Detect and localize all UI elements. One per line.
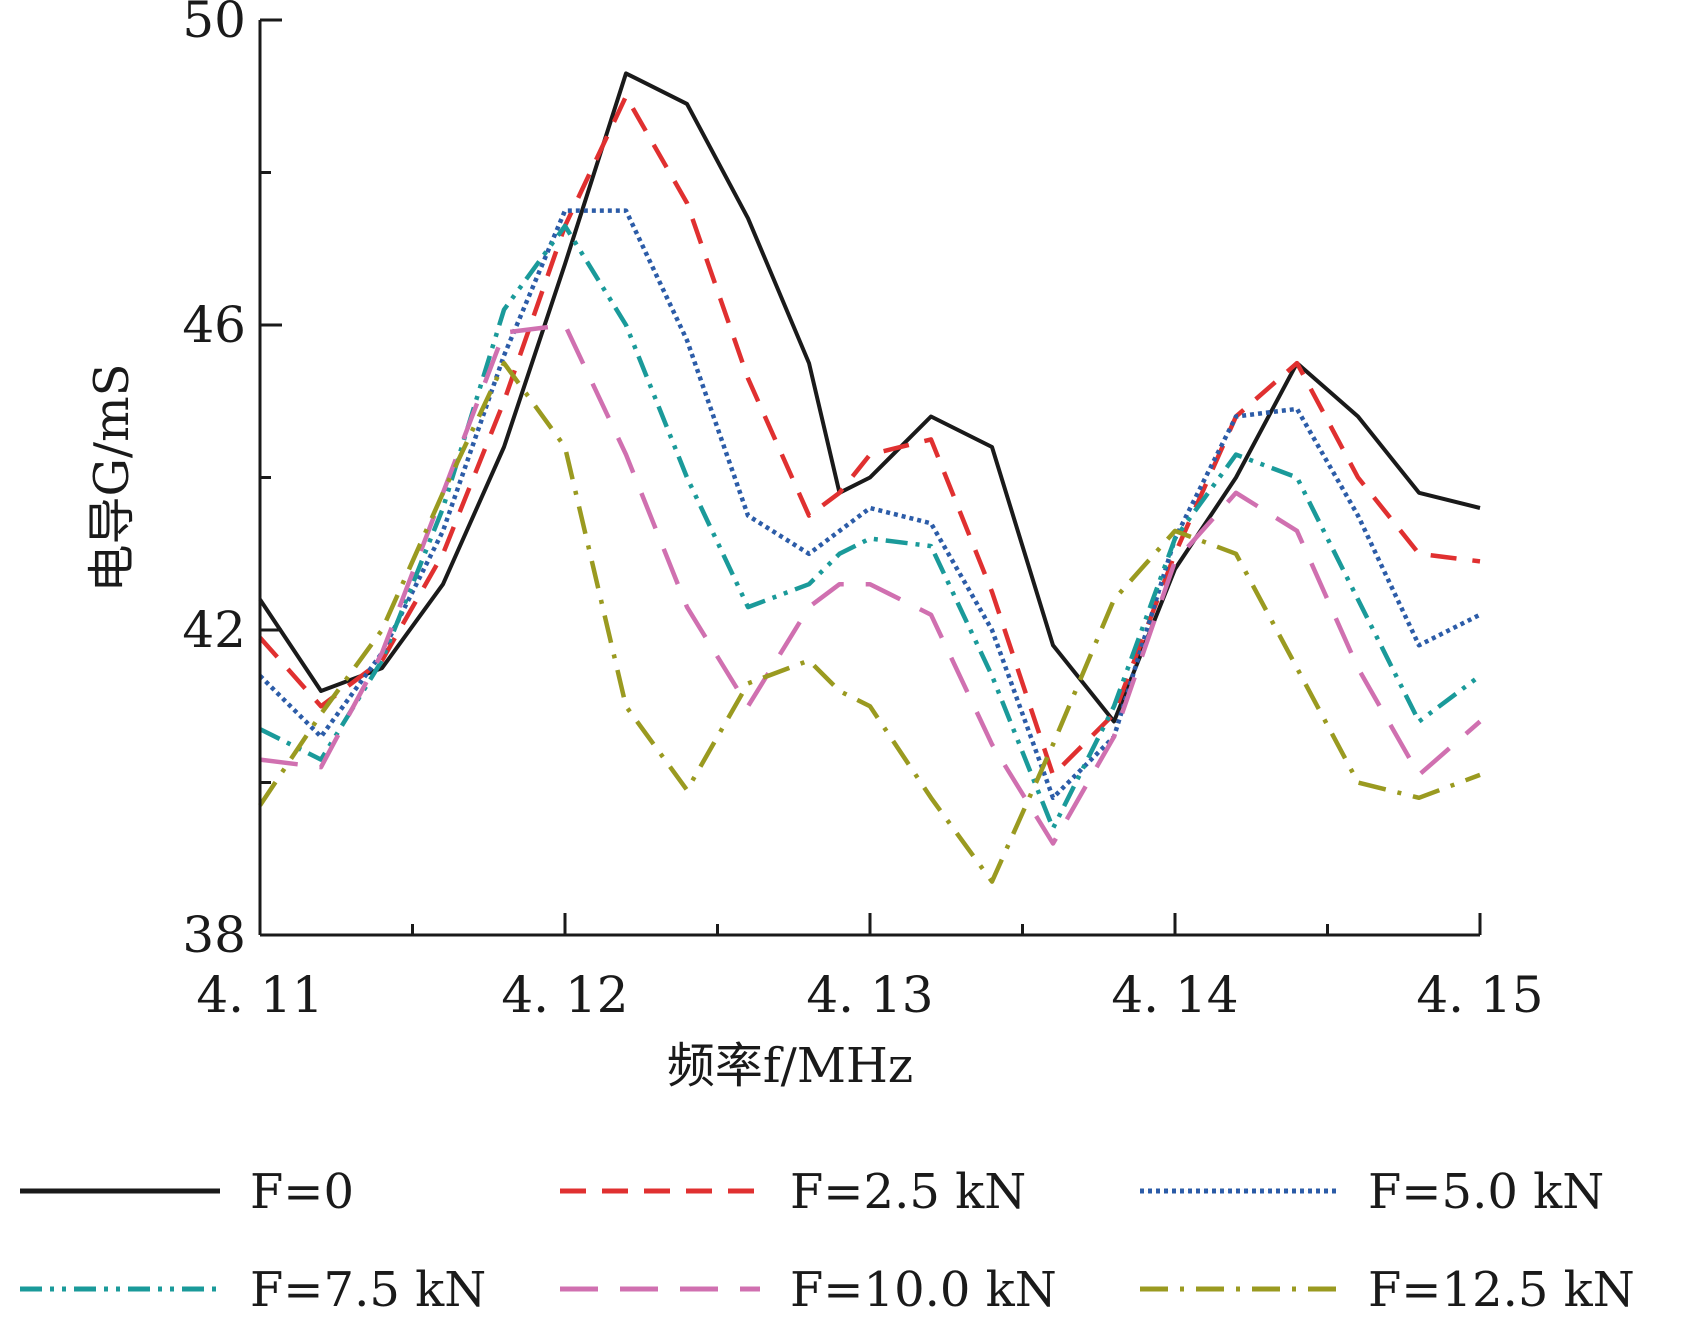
legend-label-1: F=0 xyxy=(250,1164,354,1220)
legend-label-5: F=10.0 kN xyxy=(790,1262,1057,1318)
series-line-6 xyxy=(258,360,1481,884)
series-line-5 xyxy=(259,322,1482,846)
series-line-3 xyxy=(258,208,1482,801)
x-tick-label: 4. 13 xyxy=(806,966,933,1024)
y-tick-label: 42 xyxy=(182,601,246,659)
plot-area xyxy=(258,71,1482,884)
series-line-1 xyxy=(258,71,1481,724)
y-axis-title: 电导G/mS xyxy=(84,364,140,593)
legend-label-3: F=5.0 kN xyxy=(1368,1164,1604,1220)
legend-label-6: F=12.5 kN xyxy=(1368,1262,1635,1318)
x-tick-label: 4. 14 xyxy=(1111,966,1238,1024)
y-tick-label: 38 xyxy=(182,906,246,964)
axes: 38 42 46 50 4. 11 4. 12 4. 13 4. 14 4. 15 xyxy=(182,0,1543,1024)
legend-label-2: F=2.5 kN xyxy=(790,1164,1026,1220)
series-line-2 xyxy=(258,94,1481,778)
y-tick-label: 46 xyxy=(182,296,246,354)
x-axis-title: 频率f/MHz xyxy=(667,1038,913,1094)
x-tick-label: 4. 11 xyxy=(196,966,323,1024)
x-tick-label: 4. 12 xyxy=(501,966,628,1024)
legend-label-4: F=7.5 kN xyxy=(250,1262,486,1318)
y-tick-label: 50 xyxy=(182,0,246,49)
x-tick-label: 4. 15 xyxy=(1416,966,1543,1024)
legend: F=0 F=2.5 kN F=5.0 kN F=7.5 kN F=10.0 kN F=12… xyxy=(20,1164,1635,1318)
